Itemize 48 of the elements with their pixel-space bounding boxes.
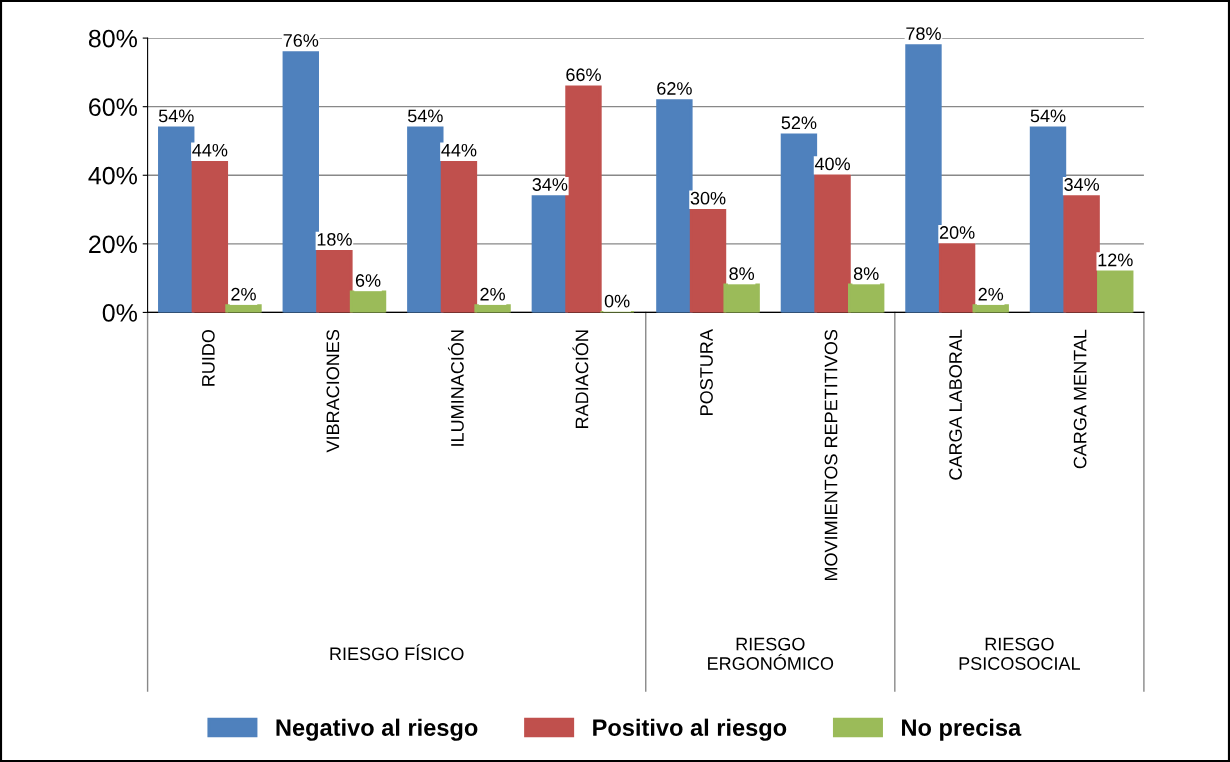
data-label: 40% <box>814 157 850 171</box>
data-label: 54% <box>1030 109 1066 123</box>
legend-label: Positivo al riesgo <box>593 718 787 741</box>
data-label: 76% <box>283 34 319 47</box>
data-label: 52% <box>781 116 817 130</box>
x-tick-label: ILUMINACIÓN <box>447 330 464 446</box>
y-tick-label: 60% <box>89 98 137 116</box>
text: RIESGO FÍSICO <box>330 644 464 661</box>
y-tick-label: 80% <box>88 29 137 48</box>
bar <box>847 283 885 313</box>
data-label: 2% <box>480 287 505 301</box>
data-label: 2% <box>231 287 256 301</box>
text: RIESGO PSICOSOCIAL <box>959 637 1080 670</box>
data-label: 78% <box>906 27 941 40</box>
data-label: 54% <box>158 109 194 123</box>
text: RIESGO ERGONÓMICO <box>708 637 834 670</box>
x-tick-label: CARGA MENTAL <box>1073 329 1087 469</box>
x-tick-label: CARGA LABORAL <box>949 329 962 480</box>
x-tick-label: POSTURA <box>700 329 713 415</box>
data-label: 62% <box>657 82 692 95</box>
data-label: 54% <box>407 109 443 123</box>
data-label: 2% <box>978 287 1004 301</box>
bar <box>474 304 511 313</box>
legend-label: Negativo al riesgo <box>276 718 478 741</box>
data-label: 20% <box>939 226 975 239</box>
x-tick-label: VIBRACIONES <box>326 329 340 453</box>
y-tick-label: 0% <box>102 304 137 322</box>
data-label: 8% <box>853 267 879 281</box>
data-label: 12% <box>1098 253 1133 267</box>
data-label: 44% <box>192 143 228 157</box>
data-label: 44% <box>441 143 477 157</box>
data-label: 18% <box>317 232 352 246</box>
bar <box>225 304 262 313</box>
x-tick-label: RADIACIÓN <box>572 330 589 428</box>
data-label: 34% <box>532 178 568 191</box>
data-label: 30% <box>690 191 726 205</box>
data-label: 66% <box>566 68 601 82</box>
y-tick-label: 20% <box>89 235 137 254</box>
data-label: 0% <box>604 294 630 308</box>
bar <box>349 290 387 313</box>
data-label: 8% <box>729 267 755 281</box>
data-label: 34% <box>1064 178 1100 191</box>
data-label: 6% <box>355 274 381 287</box>
x-tick-label: RUIDO <box>201 329 215 386</box>
bar <box>723 283 760 313</box>
legend-label: No precisa <box>902 718 1022 741</box>
x-tick-label: MOVIMIENTOS REPETITIVOS <box>824 329 838 581</box>
y-tick-label: 40% <box>88 166 137 185</box>
